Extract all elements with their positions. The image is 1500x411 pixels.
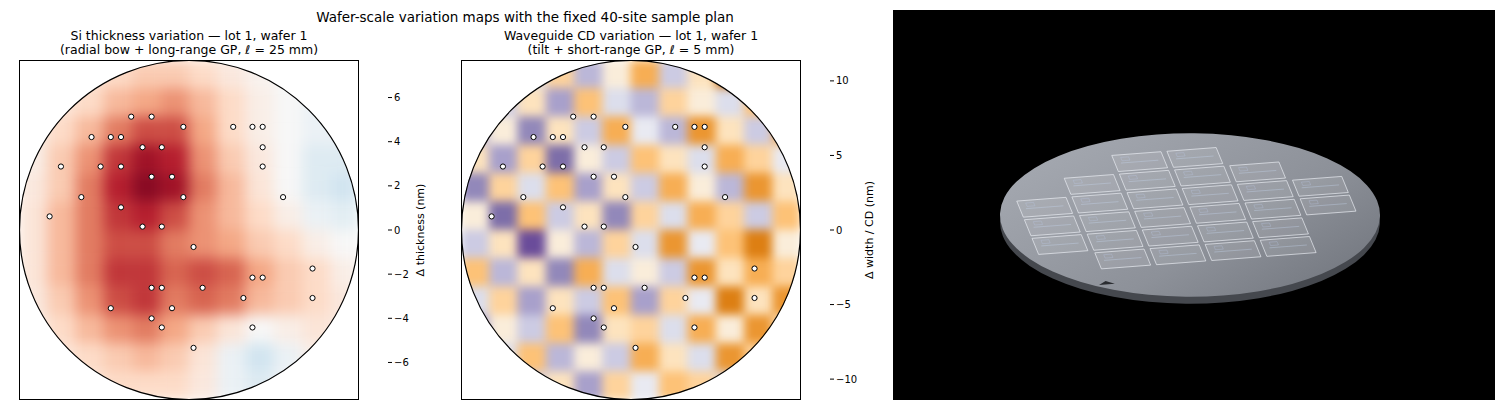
svg-text:0: 0	[394, 225, 400, 236]
svg-text:6: 6	[394, 92, 400, 103]
html-text:Wafer-scale variation maps wit: Wafer-scale variation maps with the fixe…	[316, 9, 734, 25]
svg-text:−10: −10	[836, 374, 857, 385]
html-text:(tilt + short-range GP, ℓ = 5: (tilt + short-range GP, ℓ = 5 mm)	[527, 42, 735, 57]
svg-text:−5: −5	[836, 299, 851, 310]
svg-text:−2: −2	[394, 269, 409, 280]
html-text:Δ width / CD (nm): Δ width / CD (nm)	[862, 181, 876, 279]
svg-text:4: 4	[394, 136, 400, 147]
svg-text:−6: −6	[394, 357, 409, 368]
html-text:Δ thickness (nm): Δ thickness (nm)	[413, 183, 427, 277]
svg-text:−4: −4	[394, 313, 409, 324]
svg-text:5: 5	[836, 150, 842, 161]
html-text:(radial bow + long-range GP, ℓ: (radial bow + long-range GP, ℓ = 25 mm)	[60, 42, 318, 57]
svg-text:2: 2	[394, 180, 400, 191]
svg-text:10: 10	[836, 75, 849, 86]
html-text:Si thickness variation — lot 1: Si thickness variation — lot 1, wafer 1	[70, 28, 308, 43]
html-text:Waveguide CD variation — lot 1: Waveguide CD variation — lot 1, wafer 1	[503, 28, 759, 43]
svg-text:0: 0	[836, 225, 842, 236]
